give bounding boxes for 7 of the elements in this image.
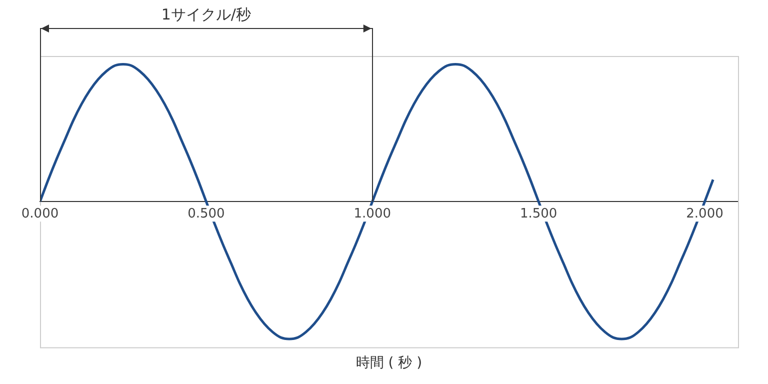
x-tick-label: 0.500 xyxy=(188,206,225,222)
text: 1サイクル/秒 xyxy=(161,5,251,24)
x-tick-label: 0.000 xyxy=(21,206,59,222)
x-axis-title: 時間 ( 秒 ) xyxy=(356,355,422,372)
x-tick-label: 2.000 xyxy=(686,206,724,222)
x-tick-label: 1.000 xyxy=(354,206,391,222)
x-tick-label: 1.500 xyxy=(520,206,558,222)
